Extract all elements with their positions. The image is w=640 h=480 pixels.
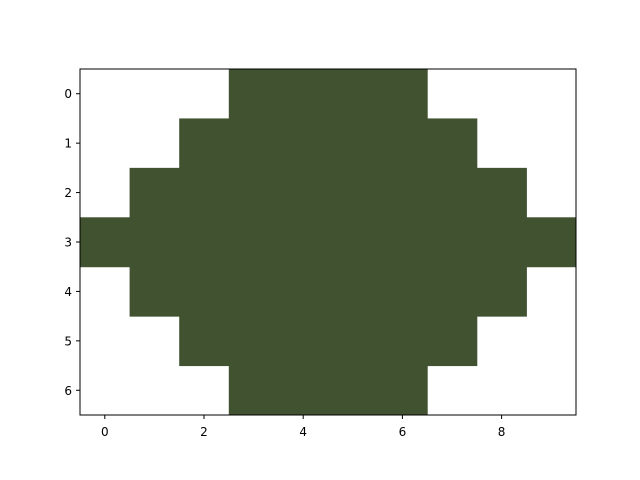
- heatmap-cell-r2-c6: [377, 167, 428, 218]
- heatmap-cell-r2-c8: [476, 167, 527, 218]
- heatmap-cell-r0-c3: [228, 69, 279, 119]
- heatmap-cell-r4-c5: [328, 266, 379, 317]
- heatmap-cell-r3-c3: [228, 217, 279, 268]
- heatmap-cell-r3-c7: [427, 217, 478, 268]
- heatmap-cell-r5-c5: [328, 316, 379, 367]
- heatmap-cell-r3-c8: [476, 217, 527, 268]
- heatmap-cell-r0-c4: [278, 69, 329, 119]
- y-tick-label: 0: [64, 87, 72, 101]
- heatmap-cell-r1-c7: [427, 118, 478, 169]
- y-tick-label: 1: [64, 137, 72, 151]
- heatmap-cell-r1-c3: [228, 118, 279, 169]
- x-tick-label: 2: [200, 425, 208, 439]
- heatmap-cell-r1-c4: [278, 118, 329, 169]
- heatmap-cell-r2-c7: [427, 167, 478, 218]
- heatmap-cell-r5-c6: [377, 316, 428, 367]
- heatmap-cell-r5-c2: [179, 316, 230, 367]
- heatmap-cell-r0-c6: [377, 69, 428, 119]
- heatmap-cell-r1-c2: [179, 118, 230, 169]
- heatmap-cell-r3-c4: [278, 217, 329, 268]
- heatmap-cell-r4-c3: [228, 266, 279, 317]
- heatmap-cell-r6-c5: [328, 365, 379, 416]
- heatmap-cell-r3-c0: [80, 217, 131, 268]
- y-tick-label: 3: [64, 236, 72, 250]
- y-tick-label: 2: [64, 186, 72, 200]
- heatmap-cell-r1-c6: [377, 118, 428, 169]
- heatmap-cell-r2-c4: [278, 167, 329, 218]
- y-tick-label: 6: [64, 384, 72, 398]
- heatmap-cell-r2-c1: [129, 167, 180, 218]
- heatmap-cells: [80, 69, 577, 416]
- heatmap-cell-r6-c4: [278, 365, 329, 416]
- heatmap-cell-r2-c3: [228, 167, 279, 218]
- x-tick-label: 8: [498, 425, 506, 439]
- heatmap-cell-r3-c5: [328, 217, 379, 268]
- heatmap-cell-r3-c6: [377, 217, 428, 268]
- heatmap-cell-r0-c5: [328, 69, 379, 119]
- y-tick-label: 5: [64, 334, 72, 348]
- heatmap-cell-r6-c6: [377, 365, 428, 416]
- heatmap-cell-r4-c2: [179, 266, 230, 317]
- heatmap-cell-r4-c8: [476, 266, 527, 317]
- heatmap-cell-r4-c6: [377, 266, 428, 317]
- heatmap-cell-r5-c4: [278, 316, 329, 367]
- heatmap-cell-r2-c2: [179, 167, 230, 218]
- heatmap-cell-r4-c7: [427, 266, 478, 317]
- heatmap-cell-r4-c1: [129, 266, 180, 317]
- x-tick-label: 4: [299, 425, 307, 439]
- heatmap-cell-r4-c4: [278, 266, 329, 317]
- y-tick-label: 4: [64, 285, 72, 299]
- heatmap-cell-r1-c5: [328, 118, 379, 169]
- heatmap-cell-r5-c7: [427, 316, 478, 367]
- heatmap-cell-r5-c3: [228, 316, 279, 367]
- x-axis-ticks: 0 2 4 6 8: [101, 415, 505, 439]
- heatmap-cell-r3-c2: [179, 217, 230, 268]
- x-tick-label: 0: [101, 425, 109, 439]
- heatmap-cell-r2-c5: [328, 167, 379, 218]
- heatmap-cell-r3-c9: [526, 217, 577, 268]
- y-axis-ticks: 0 1 2 3 4 5 6: [64, 87, 80, 398]
- x-tick-label: 6: [399, 425, 407, 439]
- heatmap-cell-r6-c3: [228, 365, 279, 416]
- heatmap-cell-r3-c1: [129, 217, 180, 268]
